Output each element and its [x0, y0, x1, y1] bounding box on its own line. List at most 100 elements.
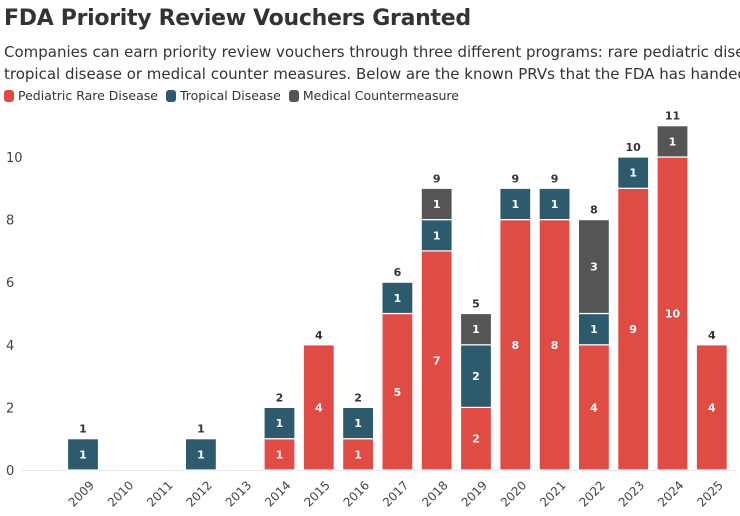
legend: Pediatric Rare Disease Tropical Disease … — [4, 88, 467, 103]
chart-title: FDA Priority Review Vouchers Granted — [4, 6, 471, 31]
segment-value-label: 1 — [354, 417, 362, 430]
x-tick-label: 2020 — [498, 478, 529, 509]
bar-segment — [695, 344, 728, 471]
bar-segment — [577, 218, 611, 315]
bar-total-label: 9 — [551, 172, 559, 185]
segment-value-label: 8 — [511, 339, 519, 352]
bar-total-label: 6 — [394, 266, 402, 279]
y-tick-label: 10 — [6, 151, 23, 166]
segment-value-label: 10 — [665, 308, 681, 321]
segment-value-label: 5 — [394, 386, 402, 399]
x-tick-label: 2016 — [341, 478, 372, 509]
bar-total-label: 9 — [511, 172, 519, 185]
segment-value-label: 1 — [394, 292, 402, 305]
bar-segment — [342, 406, 375, 440]
legend-swatch-tropical — [165, 89, 176, 102]
y-tick-label: 6 — [6, 276, 14, 291]
bar-total-label: 4 — [315, 329, 323, 342]
bar-segment — [420, 250, 453, 471]
segment-value-label: 1 — [433, 229, 441, 242]
x-tick-label: 2018 — [419, 478, 450, 509]
segment-value-label: 1 — [590, 323, 598, 336]
x-tick-label: 2025 — [694, 478, 725, 509]
x-tick-label: 2021 — [537, 478, 568, 509]
bar-segment — [617, 156, 650, 189]
segment-value-label: 1 — [276, 417, 284, 430]
bar-segment — [420, 218, 453, 252]
legend-label-countermeasure: Medical Countermeasure — [302, 88, 459, 103]
bar-total-label: 1 — [197, 423, 205, 436]
bar-segment — [66, 438, 100, 471]
x-tick-label: 2024 — [655, 478, 686, 509]
bar-segment — [577, 344, 611, 471]
bar-segment — [459, 406, 493, 471]
segment-value-label: 9 — [629, 323, 637, 336]
segment-value-label: 1 — [79, 448, 87, 461]
legend-label-tropical: Tropical Disease — [179, 88, 281, 103]
chart-subtitle: Companies can earn priority review vouch… — [4, 41, 740, 85]
x-tick-label: 2014 — [262, 478, 293, 509]
legend-item-countermeasure: Medical Countermeasure — [288, 88, 459, 103]
x-tick-label: 2012 — [183, 478, 214, 509]
segment-value-label: 7 — [433, 354, 441, 367]
bar-total-label: 9 — [433, 172, 441, 185]
bar-total-label: 4 — [708, 329, 716, 342]
x-tick-label: 2010 — [105, 478, 136, 509]
bar-segment — [538, 187, 571, 221]
legend-swatch-countermeasure — [288, 89, 299, 102]
bar-segment — [499, 218, 532, 471]
bar-segment — [499, 187, 532, 221]
bar-segment — [263, 406, 296, 440]
bar-total-label: 1 — [79, 423, 87, 436]
x-tick-label: 2013 — [223, 478, 254, 509]
subtitle-line-2: tropical disease or medical counter meas… — [4, 65, 740, 83]
y-tick-label: 8 — [6, 214, 14, 229]
x-tick-label: 2017 — [380, 478, 411, 509]
y-tick-label: 2 — [6, 401, 14, 416]
bar-segment — [381, 312, 414, 471]
bar-total-label: 2 — [354, 391, 362, 404]
x-tick-label: 2009 — [66, 478, 97, 509]
segment-value-label: 1 — [511, 198, 519, 211]
bar-segment — [459, 312, 493, 346]
bar-total-label: 2 — [276, 391, 284, 404]
segment-value-label: 2 — [472, 370, 480, 383]
segment-value-label: 1 — [472, 323, 480, 336]
x-tick-label: 2015 — [301, 478, 332, 509]
legend-item-tropical: Tropical Disease — [165, 88, 281, 103]
bar-segment — [184, 438, 217, 471]
segment-value-label: 1 — [669, 135, 677, 148]
segment-value-label: 2 — [472, 433, 480, 446]
bar-total-label: 8 — [590, 204, 598, 217]
segment-value-label: 1 — [276, 448, 284, 461]
segment-value-label: 1 — [433, 198, 441, 211]
segment-value-label: 1 — [354, 448, 362, 461]
legend-label-pediatric: Pediatric Rare Disease — [18, 88, 158, 103]
subtitle-line-1: Companies can earn priority review vouch… — [4, 43, 740, 61]
segment-value-label: 8 — [551, 339, 559, 352]
x-tick-label: 2023 — [616, 478, 647, 509]
x-tick-label: 2019 — [459, 478, 490, 509]
x-tick-label: 2022 — [576, 478, 607, 509]
bar-segment — [617, 187, 650, 471]
bar-segment — [538, 218, 571, 471]
y-tick-label: 0 — [6, 464, 14, 479]
y-tick-label: 4 — [6, 339, 14, 354]
bar-total-label: 5 — [472, 298, 480, 311]
segment-value-label: 3 — [590, 261, 598, 274]
segment-value-label: 4 — [708, 401, 716, 414]
segment-value-label: 4 — [315, 401, 323, 414]
bar-total-label: 11 — [665, 110, 680, 123]
bar-segment — [577, 312, 611, 346]
x-tick-label: 2011 — [144, 478, 175, 509]
bar-segment — [420, 187, 453, 221]
bar-segment — [381, 281, 414, 315]
segment-value-label: 1 — [197, 448, 205, 461]
segment-value-label: 4 — [590, 401, 598, 414]
legend-swatch-pediatric — [4, 89, 14, 102]
bar-total-label: 10 — [626, 141, 642, 154]
bar-segment — [656, 125, 689, 158]
segment-value-label: 1 — [551, 198, 559, 211]
segment-value-label: 1 — [629, 167, 637, 180]
